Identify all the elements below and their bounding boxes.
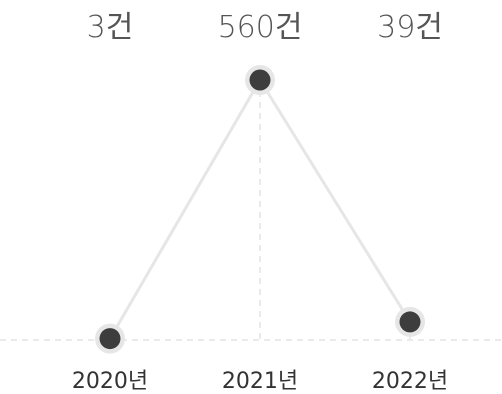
category-labels: 2020년 2021년 2022년 (72, 369, 448, 394)
category-label-2021: 2021년 (222, 369, 298, 394)
data-points (95, 65, 425, 354)
value-labels: 3건 560건 39건 (87, 10, 443, 45)
value-label-2022: 39건 (377, 10, 443, 45)
guide-lines (0, 80, 502, 341)
value-label-2021: 560건 (218, 10, 303, 45)
data-point-2022년[interactable] (399, 311, 421, 333)
category-label-2020: 2020년 (72, 369, 148, 394)
data-point-2020년[interactable] (99, 328, 121, 350)
data-point-2021년[interactable] (249, 69, 271, 91)
category-label-2022: 2022년 (372, 369, 448, 394)
value-label-2020: 3건 (87, 10, 134, 45)
